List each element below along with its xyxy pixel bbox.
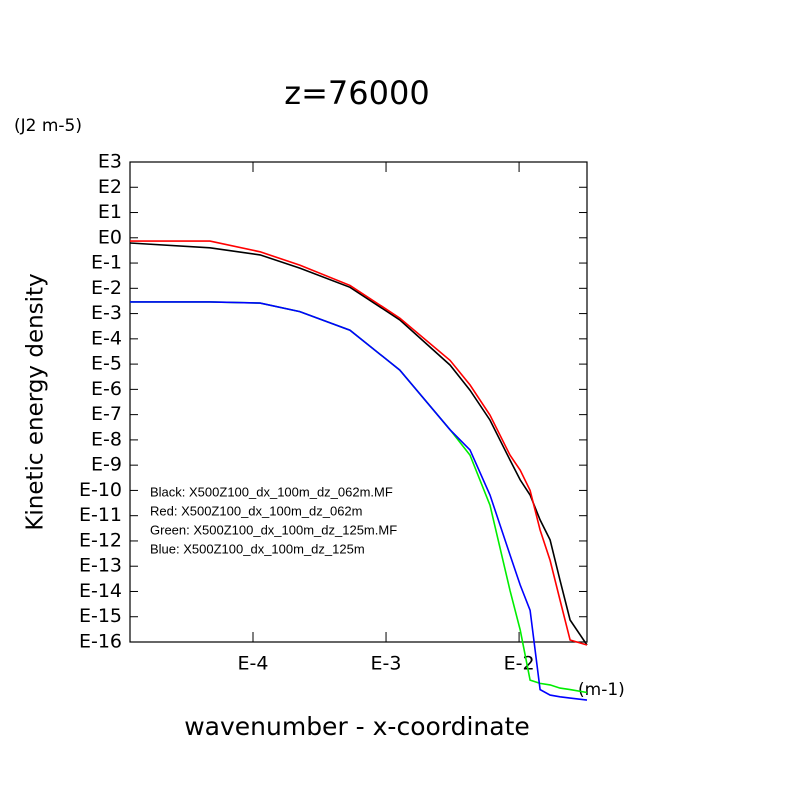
y-tick-label: E-8 [91,428,122,450]
y-tick-label: E-15 [79,605,122,627]
x-tick-label: E-2 [504,653,535,675]
y-tick-label: E-5 [91,353,122,375]
y-tick-label: E0 [98,226,122,248]
y-tick-label: E-13 [79,555,122,577]
y-tick-label: E1 [98,201,122,223]
y-tick-label: E-16 [79,631,122,653]
series-line [129,242,588,646]
y-tick-label: E-14 [79,580,122,602]
plot-frame [129,161,588,643]
legend-entry: Black: X500Z100_dx_100m_dz_062m.MF [150,484,393,499]
y-tick-label: E-9 [91,454,122,476]
y-tick-label: E-7 [91,403,122,425]
y-tick-label: E2 [98,176,122,198]
y-tick-label: E-11 [79,504,122,526]
legend-entry: Blue: X500Z100_dx_100m_dz_125m [150,541,365,556]
x-unit: (m-1) [578,680,625,700]
y-unit: (J2 m-5) [14,116,82,136]
y-tick-label: E-10 [79,479,122,501]
series-line [130,301,588,701]
x-tick-label: E-4 [238,653,269,675]
y-tick-label: E-6 [91,378,122,400]
y-tick-label: E-1 [91,252,122,274]
legend-entry: Green: X500Z100_dx_100m_dz_125m.MF [150,522,397,537]
legend-entry: Red: X500Z100_dx_100m_dz_062m [150,503,362,518]
y-tick-label: E-2 [91,277,122,299]
y-tick-label: E-12 [79,529,122,551]
x-axis-label: wavenumber - x-coordinate [184,712,530,741]
y-tick-label: E-4 [91,327,122,349]
y-axis-label: Kinetic energy density [23,273,49,530]
chart-title: z=76000 [284,74,429,112]
y-tick-label: E-3 [91,302,122,324]
x-tick-label: E-3 [371,653,402,675]
y-tick-label: E3 [98,151,122,173]
series-line [130,240,588,646]
